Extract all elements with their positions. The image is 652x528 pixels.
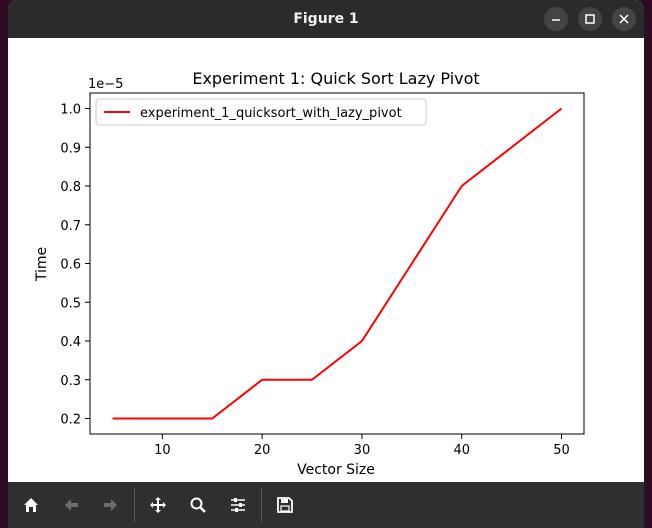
y-axis-label: Time <box>34 247 50 282</box>
minimize-button[interactable] <box>544 7 568 31</box>
maximize-button[interactable] <box>578 7 602 31</box>
x-tick-label: 20 <box>254 443 271 458</box>
home-button[interactable] <box>19 493 43 517</box>
save-icon <box>277 497 293 513</box>
pan-button[interactable] <box>146 493 170 517</box>
minimize-icon <box>552 19 560 21</box>
plot-canvas[interactable]: Experiment 1: Quick Sort Lazy Pivot 1e−5… <box>8 38 644 482</box>
y-axis-offset-label: 1e−5 <box>88 77 123 92</box>
legend-box <box>95 98 427 126</box>
desktop-background-left <box>0 0 10 528</box>
line-chart: Experiment 1: Quick Sort Lazy Pivot 1e−5… <box>34 69 585 478</box>
pan-icon <box>150 497 166 513</box>
configure-subplots-button[interactable] <box>226 493 250 517</box>
y-tick-label: 0.3 <box>60 374 81 389</box>
y-tick-label: 0.7 <box>60 219 81 234</box>
forward-button[interactable] <box>99 493 123 517</box>
y-tick-label: 1.0 <box>60 103 81 118</box>
figure-window: Figure 1 Experiment 1: Quick Sort Lazy P… <box>8 0 644 528</box>
y-tick-label: 0.4 <box>60 335 81 350</box>
matplotlib-toolbar <box>8 482 644 528</box>
x-axis-label: Vector Size <box>297 462 375 478</box>
home-icon <box>24 498 38 512</box>
close-icon <box>619 14 629 24</box>
legend-label: experiment_1_quicksort_with_lazy_pivot <box>140 106 402 121</box>
toolbar-separator <box>261 488 262 522</box>
y-tick-label: 0.2 <box>60 413 81 428</box>
y-tick-label: 0.9 <box>60 141 81 156</box>
y-tick-label: 0.5 <box>60 296 81 311</box>
y-tick-label: 0.6 <box>60 258 81 273</box>
legend: experiment_1_quicksort_with_lazy_pivot <box>95 98 427 126</box>
x-tick-label: 50 <box>553 443 570 458</box>
x-tick-label: 40 <box>453 443 470 458</box>
series-line <box>112 107 563 420</box>
title-bar[interactable]: Figure 1 <box>8 0 644 38</box>
close-button[interactable] <box>612 7 636 31</box>
chart-title: Experiment 1: Quick Sort Lazy Pivot <box>192 69 479 88</box>
back-button[interactable] <box>59 493 83 517</box>
desktop-background-right <box>642 0 652 528</box>
zoom-button[interactable] <box>186 493 210 517</box>
axes-frame <box>89 92 585 435</box>
window-title: Figure 1 <box>293 11 359 27</box>
toolbar-separator <box>134 488 135 522</box>
window-controls <box>544 7 636 31</box>
x-tick-label: 30 <box>354 443 371 458</box>
y-tick-label: 0.8 <box>60 180 81 195</box>
configure-subplots-icon <box>231 498 245 512</box>
forward-arrow-icon <box>104 499 117 511</box>
maximize-icon <box>585 14 595 24</box>
back-arrow-icon <box>65 499 78 511</box>
save-button[interactable] <box>273 493 297 517</box>
x-tick-label: 10 <box>154 443 171 458</box>
zoom-icon <box>190 497 206 513</box>
